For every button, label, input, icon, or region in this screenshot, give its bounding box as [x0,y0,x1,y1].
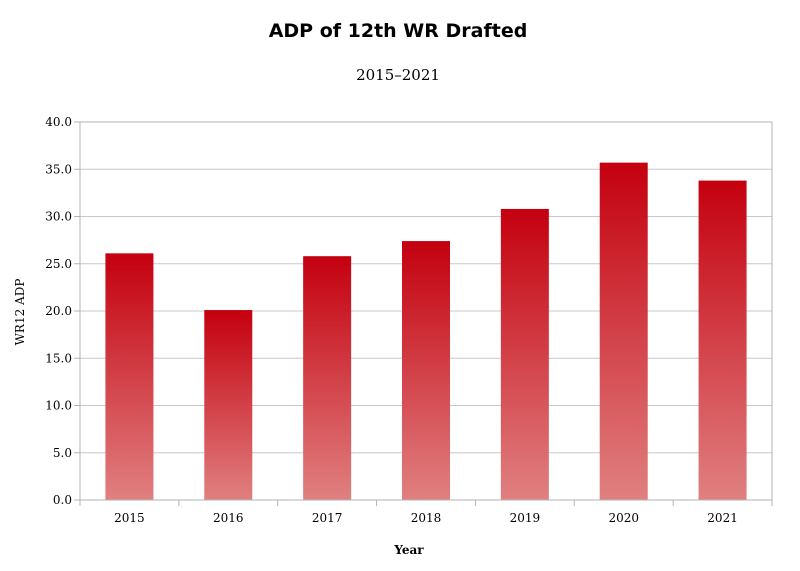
y-tick-label: 25.0 [45,257,72,271]
y-tick-label: 10.0 [45,399,72,413]
chart-title: ADP of 12th WR Drafted [269,20,528,42]
bar-2021 [698,180,747,500]
x-tick-label: 2020 [608,511,639,525]
chart-subtitle: 2015–2021 [356,66,440,84]
y-tick-labels: 0.0 5.0 10.0 15.0 20.0 25.0 30.0 35.0 40.0 [45,115,72,507]
x-tick-label: 2017 [312,511,343,525]
y-tick-label: 30.0 [45,210,72,224]
bar-2019 [500,208,549,500]
x-tick-label: 2019 [510,511,541,525]
x-tick-label: 2018 [411,511,442,525]
x-tick-labels: 2015 2016 2017 2018 2019 2020 2021 [79,500,773,525]
y-tick-label: 0.0 [53,493,72,507]
bar-2016 [204,310,253,500]
y-tick-label: 40.0 [45,115,72,129]
y-tick-label: 15.0 [45,351,72,365]
x-tick-label: 2016 [213,511,244,525]
bar-2015 [105,253,154,500]
y-tick-label: 5.0 [53,446,72,460]
y-axis-label: WR12 ADP [13,279,27,346]
x-axis-label: Year [393,543,424,557]
bar-2020 [599,162,648,500]
x-tick-label: 2015 [114,511,145,525]
x-tick-label: 2021 [707,511,738,525]
y-tick-label: 20.0 [45,304,72,318]
bars [105,162,747,500]
bar-2018 [402,241,450,500]
plot-area-frame [79,121,773,501]
bar-2017 [303,256,352,500]
y-tick-label: 35.0 [45,162,72,176]
